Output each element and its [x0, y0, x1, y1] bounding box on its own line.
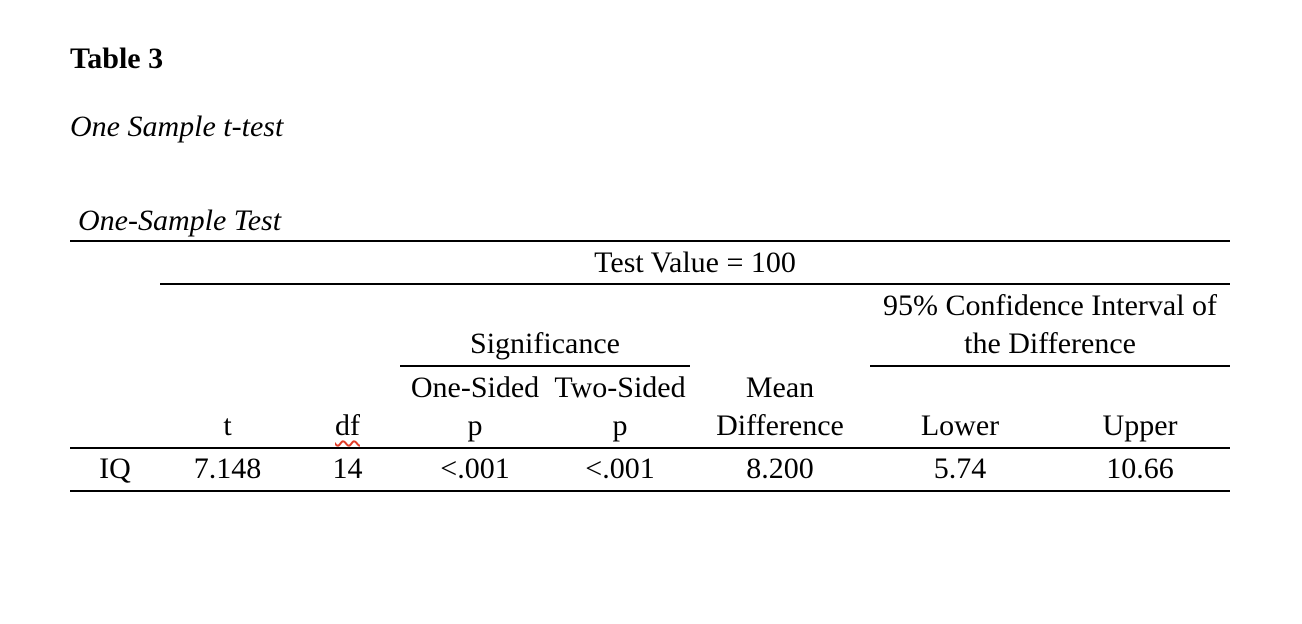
statistics-table: One-Sample Test Test Value = 100 Signifi…	[70, 202, 1231, 492]
group-row-stub	[70, 284, 160, 366]
col-header-df: df	[295, 366, 400, 449]
col-header-two-sided-p: Two-Sided p	[550, 366, 690, 449]
group-header-row: Significance 95% Confidence Interval of …	[70, 284, 1231, 367]
table-number: Table 3	[70, 42, 164, 75]
group-row-empty-meandiff	[690, 284, 870, 366]
spanner-row: Test Value = 100	[70, 242, 1231, 285]
significance-group-header: Significance	[400, 284, 690, 367]
cell-one-sided-p: <.001	[400, 448, 550, 492]
spanner-row-stub	[70, 242, 160, 284]
group-row-empty-t	[160, 284, 295, 366]
one-sample-test-table: Test Value = 100 Significance 95% Confid…	[70, 242, 1231, 492]
stat-table-title: One-Sample Test	[70, 202, 1230, 242]
test-value-spanner: Test Value = 100	[160, 242, 1231, 285]
cell-lower: 5.74	[870, 448, 1050, 492]
confidence-interval-group-header: 95% Confidence Interval of the Differenc…	[870, 284, 1231, 367]
row-label-iq: IQ	[70, 448, 160, 492]
spellcheck-underline: df	[335, 409, 360, 442]
table-row-iq: IQ 7.148 14 <.001 <.001 8.200 5.74 10.66	[70, 448, 1231, 492]
cell-two-sided-p: <.001	[550, 448, 690, 492]
cell-mean-difference: 8.200	[690, 448, 870, 492]
cell-t: 7.148	[160, 448, 295, 492]
cell-df: 14	[295, 448, 400, 492]
col-header-upper: Upper	[1050, 366, 1231, 449]
header-stub	[70, 366, 160, 449]
col-header-lower: Lower	[870, 366, 1050, 449]
group-row-empty-df	[295, 284, 400, 366]
col-header-mean-difference: Mean Difference	[690, 366, 870, 449]
cell-upper: 10.66	[1050, 448, 1231, 492]
table-caption: One Sample t-test	[70, 110, 284, 143]
col-header-one-sided-p: One-Sided p	[400, 366, 550, 449]
col-header-t: t	[160, 366, 295, 449]
column-header-row: t df One-Sided p Two-Sided p Mean Differ…	[70, 366, 1231, 449]
